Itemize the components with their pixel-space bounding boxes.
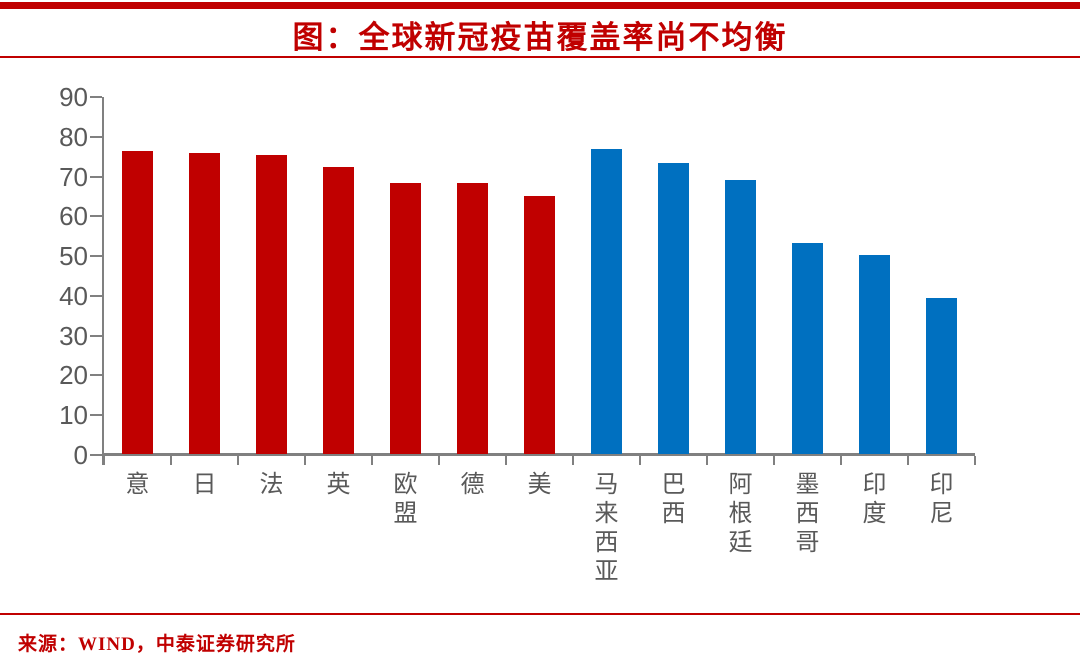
x-axis-category-label: 日 xyxy=(192,472,217,498)
y-axis-tick xyxy=(90,374,102,377)
y-axis-tick xyxy=(90,135,102,138)
y-axis-tick-label: 10 xyxy=(59,400,88,431)
x-axis-category-label: 美 xyxy=(527,472,552,498)
x-axis-tick xyxy=(974,456,976,465)
x-axis-tick xyxy=(706,456,708,465)
y-axis-tick-label: 90 xyxy=(59,82,88,112)
x-axis-category-label: 法 xyxy=(259,472,284,498)
chart-bar xyxy=(256,154,287,454)
y-axis-tick-label: 60 xyxy=(59,201,88,232)
x-axis-tick xyxy=(371,456,373,465)
x-axis-tick xyxy=(103,456,105,465)
title-underline xyxy=(0,56,1080,58)
x-axis-category-label: 德 xyxy=(460,472,485,498)
y-axis-line xyxy=(102,97,104,465)
y-axis-tick xyxy=(90,334,102,337)
x-axis-category-label: 印 度 xyxy=(862,472,887,527)
x-axis-tick xyxy=(170,456,172,465)
footer-divider xyxy=(0,613,1080,615)
chart-bar xyxy=(859,254,890,454)
x-axis-category-label: 马 来 西 亚 xyxy=(594,472,619,585)
y-axis-tick xyxy=(90,414,102,417)
y-axis-tick xyxy=(90,255,102,258)
x-axis-tick xyxy=(907,456,909,465)
y-axis-tick xyxy=(90,96,102,98)
source-note: 来源：WIND，中泰证券研究所 xyxy=(18,634,296,655)
chart-bar xyxy=(926,297,957,454)
chart-bar xyxy=(323,166,354,454)
y-axis-tick xyxy=(90,215,102,218)
x-axis-category-label: 欧 盟 xyxy=(393,472,418,527)
chart-bar xyxy=(457,182,488,454)
chart-bar xyxy=(591,148,622,454)
y-axis-tick-label: 20 xyxy=(59,360,88,391)
y-axis-tick-label: 0 xyxy=(73,440,88,470)
y-axis-tick xyxy=(90,175,102,178)
chart-bar xyxy=(658,162,689,454)
x-axis-tick xyxy=(505,456,507,465)
x-axis-category-label: 印 尼 xyxy=(929,472,954,527)
y-axis-tick-label: 30 xyxy=(59,320,88,351)
x-axis-tick xyxy=(438,456,440,465)
chart-bar xyxy=(189,152,220,454)
x-axis-category-label: 阿 根 廷 xyxy=(728,472,753,556)
chart-bar xyxy=(792,242,823,454)
chart-title: 图：全球新冠疫苗覆盖率尚不均衡 xyxy=(292,20,788,55)
y-axis-tick-label: 50 xyxy=(59,241,88,272)
y-axis-tick-label: 40 xyxy=(59,280,88,311)
x-axis-tick xyxy=(237,456,239,465)
x-axis-tick xyxy=(304,456,306,465)
x-axis-tick xyxy=(773,456,775,465)
x-axis-category-label: 巴 西 xyxy=(661,472,686,527)
x-axis-category-label: 英 xyxy=(326,472,351,498)
chart-bar xyxy=(524,196,555,454)
y-axis-tick xyxy=(90,294,102,297)
y-axis-tick xyxy=(90,454,102,456)
x-axis-tick xyxy=(840,456,842,465)
x-axis-category-label: 墨 西 哥 xyxy=(795,472,820,556)
y-axis-tick-label: 80 xyxy=(59,121,88,152)
chart-bar xyxy=(725,179,756,454)
chart-bar xyxy=(390,182,421,454)
x-axis-tick xyxy=(639,456,641,465)
x-axis-line xyxy=(102,453,975,456)
chart-bar xyxy=(122,150,153,454)
top-accent-bar xyxy=(0,2,1080,9)
y-axis-tick-label: 70 xyxy=(59,161,88,192)
x-axis-tick xyxy=(572,456,574,465)
x-axis-category-label: 意 xyxy=(125,472,150,498)
